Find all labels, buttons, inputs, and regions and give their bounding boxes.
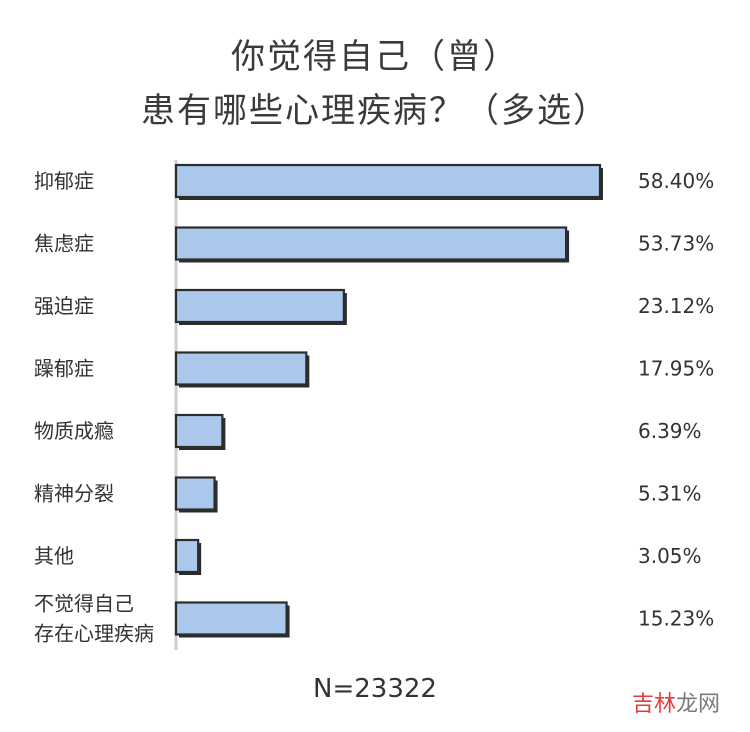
bar (174, 413, 224, 449)
value-label: 53.73% (638, 232, 714, 256)
value-label: 5.31% (638, 482, 702, 506)
watermark-part2: 龙网 (675, 692, 720, 717)
bar (174, 288, 345, 324)
watermark-part1: 吉林 (631, 692, 676, 717)
sample-size-label: N=23322 (313, 674, 437, 704)
watermark: 吉林龙网 (632, 686, 720, 718)
bar (174, 476, 216, 511)
value-label: 17.95% (638, 357, 714, 381)
value-label: 3.05% (638, 544, 702, 568)
category-label: 强迫症 (34, 294, 94, 318)
category-label: 物质成瘾 (34, 419, 114, 443)
category-label: 躁郁症 (34, 357, 94, 381)
value-label: 23.12% (638, 294, 714, 318)
value-label: 6.39% (638, 419, 702, 443)
bar (174, 601, 288, 636)
category-label: 抑郁症 (34, 169, 94, 193)
category-label: 焦虑症 (34, 232, 94, 256)
bar (174, 351, 308, 386)
bar (174, 163, 602, 199)
chart-title-line2: 患有哪些心理疾病？（多选） (141, 91, 609, 131)
value-label: 58.40% (638, 169, 714, 193)
bar (174, 538, 200, 574)
chart-title-line1: 你觉得自己（曾） (231, 37, 519, 77)
bar (174, 226, 568, 261)
category-label: 不觉得自己存在心理疾病 (34, 592, 154, 646)
category-label: 其他 (34, 544, 74, 568)
value-label: 15.23% (638, 607, 714, 631)
category-label: 精神分裂 (34, 482, 114, 506)
